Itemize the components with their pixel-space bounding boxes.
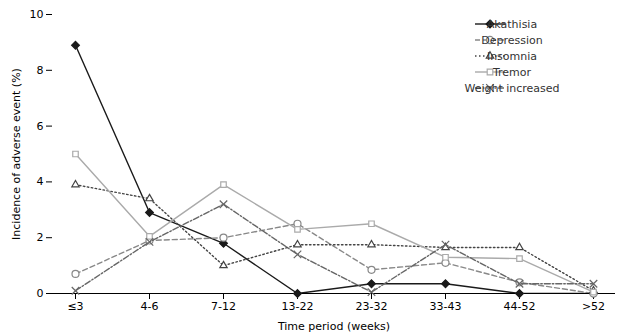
svg-text:Incidence of adverse event (%): Incidence of adverse event (%) <box>10 68 23 240</box>
svg-text:33-43: 33-43 <box>430 300 462 313</box>
svg-text:Tremor: Tremor <box>492 66 532 79</box>
svg-text:13-22: 13-22 <box>282 300 314 313</box>
svg-text:10: 10 <box>30 8 44 21</box>
svg-text:Time period (weeks): Time period (weeks) <box>277 320 390 333</box>
svg-text:4: 4 <box>37 175 44 188</box>
svg-text:44-52: 44-52 <box>504 300 536 313</box>
svg-text:6: 6 <box>37 120 44 133</box>
svg-text:7-12: 7-12 <box>211 300 236 313</box>
svg-text:Depression: Depression <box>481 34 543 47</box>
svg-text:>52: >52 <box>582 300 605 313</box>
svg-text:Insomnia: Insomnia <box>487 50 537 63</box>
svg-text:4-6: 4-6 <box>141 300 159 313</box>
svg-text:Akathisia: Akathisia <box>487 18 537 31</box>
svg-text:≤3: ≤3 <box>67 300 83 313</box>
svg-text:8: 8 <box>37 64 44 77</box>
svg-text:2: 2 <box>37 231 44 244</box>
svg-text:23-32: 23-32 <box>356 300 388 313</box>
svg-text:0: 0 <box>37 287 44 300</box>
svg-text:Weight increased: Weight increased <box>464 82 559 95</box>
